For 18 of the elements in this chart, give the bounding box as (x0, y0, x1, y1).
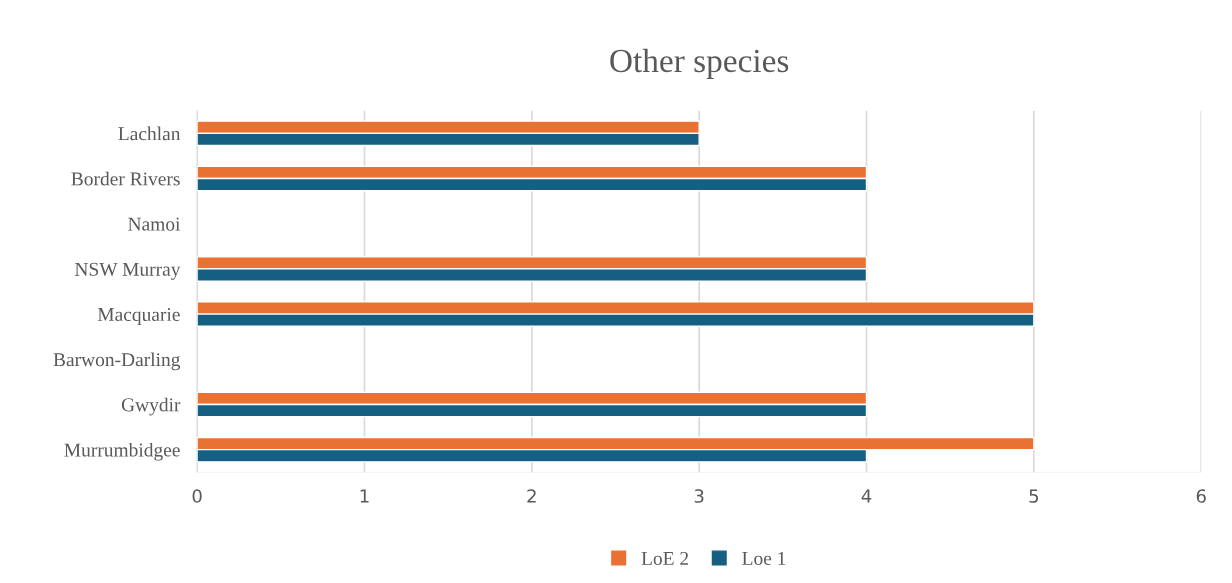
legend-label: Loe 1 (742, 551, 786, 565)
x-tick-label: 5 (1029, 489, 1039, 503)
y-tick-label: Gwydir (121, 397, 181, 416)
chart-title: Other species (610, 48, 789, 79)
y-tick-label: Macquarie (97, 307, 180, 325)
y-tick-label: Namoi (128, 217, 181, 231)
y-tick-label: Barwon-Darling (53, 352, 181, 371)
x-tick-label: 0 (192, 489, 202, 503)
x-tick-label: 4 (861, 489, 872, 503)
legend-label: LoE 2 (641, 551, 689, 565)
y-tick-label: Border Rivers (71, 171, 180, 186)
x-tick-label: 3 (694, 489, 704, 503)
x-tick-label: 2 (527, 489, 536, 503)
x-tick-label: 6 (1196, 489, 1206, 503)
y-tick-label: NSW Murray (74, 262, 181, 280)
y-tick-label: Lachlan (118, 126, 181, 141)
y-tick-label: Murrumbidgee (64, 442, 180, 461)
x-tick-label: 1 (360, 489, 369, 503)
